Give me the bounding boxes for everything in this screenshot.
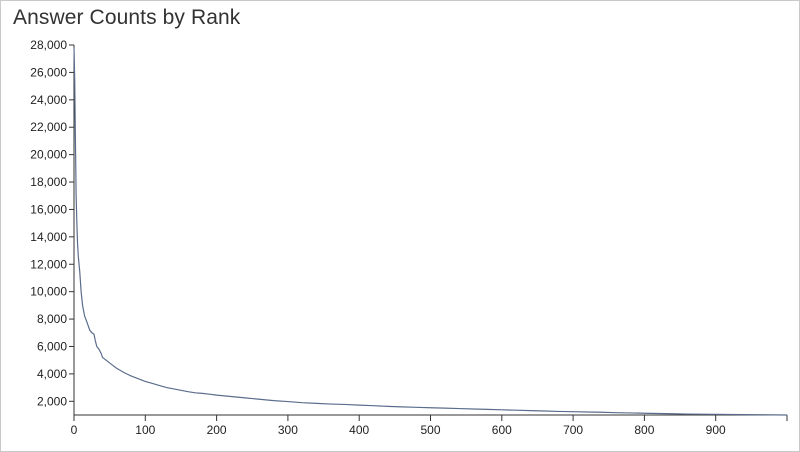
x-tick-label: 500 [420, 423, 440, 437]
x-tick-label: 600 [492, 423, 512, 437]
y-tick-label: 18,000 [30, 175, 67, 189]
y-tick-label: 14,000 [30, 230, 67, 244]
y-tick-label: 12,000 [30, 257, 67, 271]
x-tick-label: 300 [278, 423, 298, 437]
y-tick-label: 22,000 [30, 120, 67, 134]
x-tick-label: 400 [349, 423, 369, 437]
y-tick-label: 10,000 [30, 285, 67, 299]
series-line [73, 47, 788, 416]
y-tick-label: 4,000 [37, 367, 67, 381]
y-tick-label: 16,000 [30, 202, 67, 216]
chart-title: Answer Counts by Rank [13, 6, 241, 29]
x-tick-label: 0 [71, 423, 78, 437]
y-tick-label: 24,000 [30, 93, 67, 107]
x-tick-label: 900 [706, 423, 726, 437]
y-tick-label: 6,000 [37, 339, 67, 353]
x-tick-label: 800 [634, 423, 654, 437]
x-tick-label: 100 [135, 423, 155, 437]
x-axis: 0 100 200 300 400 500 600 700 800 900 [71, 414, 788, 437]
y-tick-label: 8,000 [37, 312, 67, 326]
y-tick-label: 20,000 [30, 148, 67, 162]
y-tick-label: 28,000 [30, 38, 67, 52]
y-axis: 2,000 4,000 6,000 8,000 10,000 12,000 14,000 16… [30, 38, 75, 415]
x-tick-label: 700 [563, 423, 583, 437]
x-tick-label: 200 [207, 423, 227, 437]
y-tick-label: 26,000 [30, 65, 67, 79]
y-tick-label: 2,000 [37, 394, 67, 408]
